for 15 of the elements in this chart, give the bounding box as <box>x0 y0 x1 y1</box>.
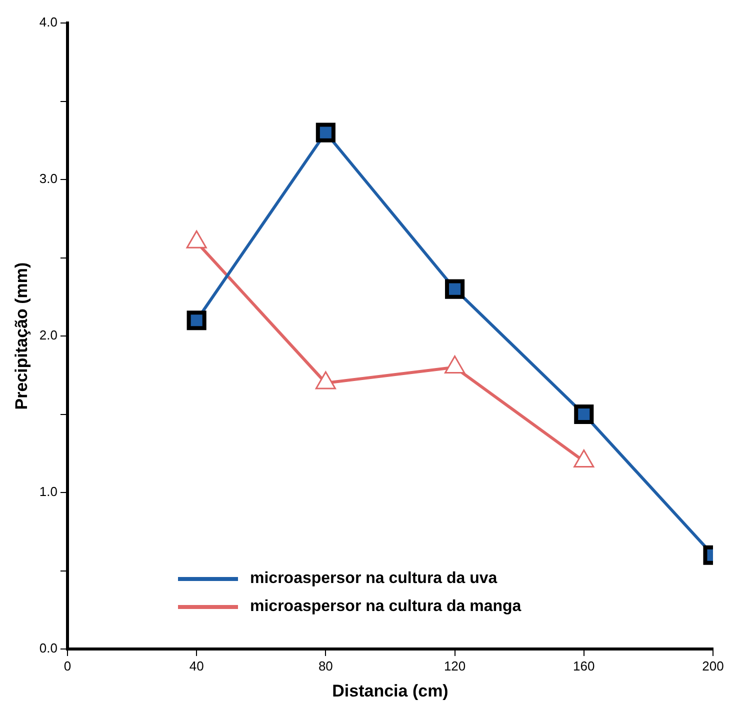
y-tick-label: 3.0 <box>39 171 58 186</box>
legend-label: microaspersor na cultura da uva <box>250 570 498 588</box>
y-tick-label: 0.0 <box>39 640 58 656</box>
x-tick-label: 40 <box>189 658 204 674</box>
x-axis-title: Distancia (cm) <box>332 681 448 700</box>
legend-label: microaspersor na cultura da manga <box>250 598 522 616</box>
x-tick-label: 80 <box>318 658 333 674</box>
x-tick-label: 160 <box>573 658 595 674</box>
x-tick-label: 120 <box>444 658 466 674</box>
y-tick-label: 2.0 <box>39 328 58 343</box>
y-axis-title: Precipitação (mm) <box>12 262 31 410</box>
y-tick-label: 4.0 <box>39 14 58 30</box>
y-tick-label: 1.0 <box>39 484 58 500</box>
x-tick-label: 0 <box>64 658 72 674</box>
x-tick-label: 200 <box>702 658 724 674</box>
